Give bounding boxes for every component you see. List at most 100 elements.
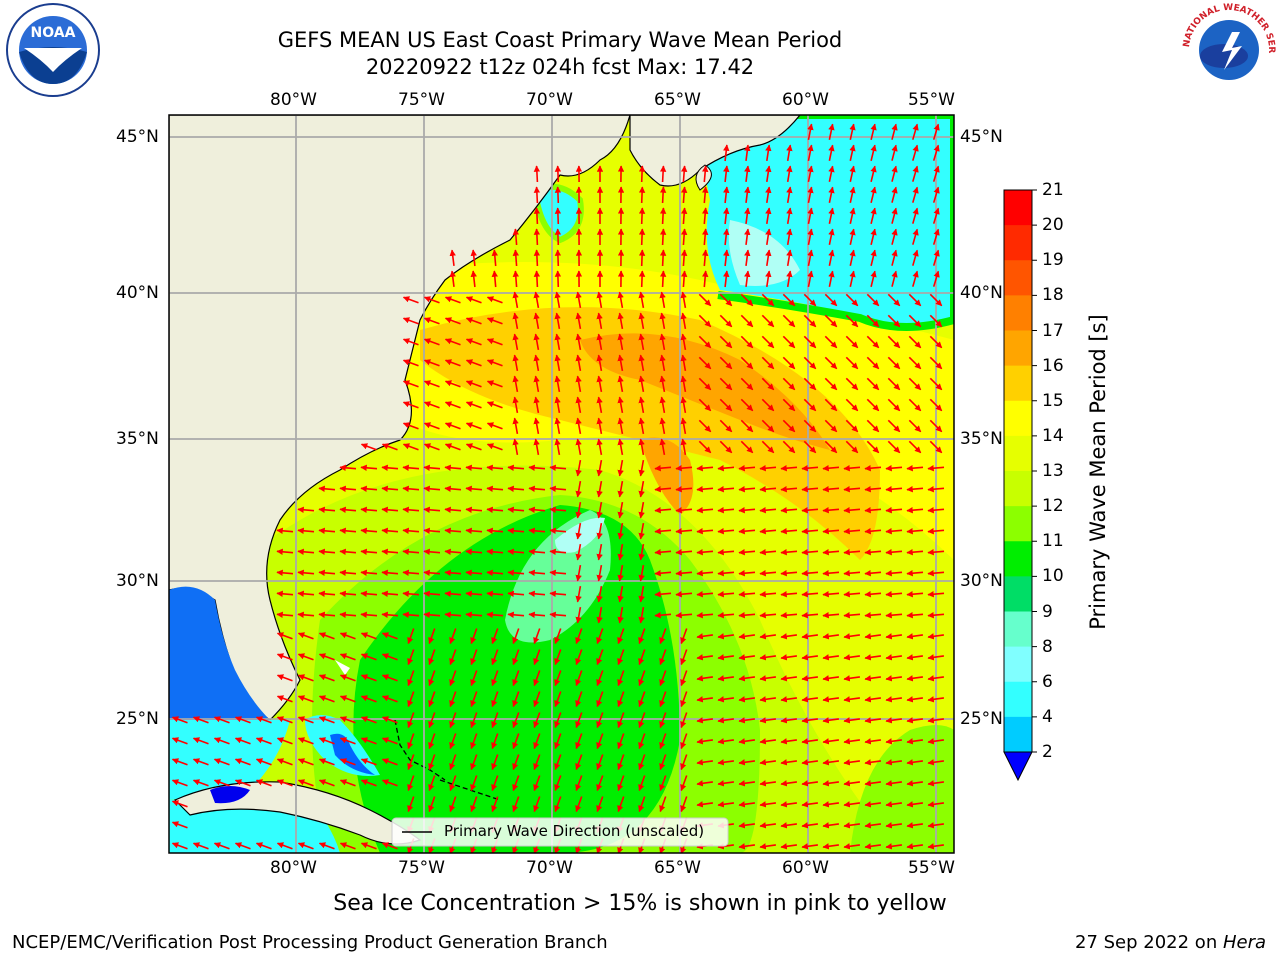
wave-arrow [822, 843, 840, 850]
wave-arrow [318, 590, 336, 597]
wave-arrow [512, 796, 520, 813]
period-zone-15-16 [420, 307, 880, 560]
wave-arrow [381, 653, 398, 661]
wave-arrow [297, 842, 314, 850]
footer-date-text: 27 Sep 2022 on [1075, 932, 1223, 953]
wave-arrow [801, 675, 819, 682]
wave-arrow [696, 507, 714, 514]
wave-arrow [801, 507, 819, 514]
wave-arrow [908, 419, 922, 433]
wave-arrow [381, 842, 398, 850]
wave-arrow [717, 507, 735, 514]
wave-arrow [929, 398, 943, 412]
wave-arrow [719, 398, 733, 412]
wave-arrow [465, 296, 482, 304]
wave-arrow [717, 696, 735, 703]
wave-arrow [528, 611, 546, 618]
wave-arrow [360, 695, 377, 703]
wave-arrow [908, 440, 922, 454]
wave-arrow [906, 759, 924, 766]
wave-arrow [780, 696, 798, 703]
map-frame [168, 114, 955, 854]
wave-arrow [908, 356, 922, 370]
wave-arrow [276, 527, 294, 534]
wave-arrow [444, 611, 462, 618]
wave-arrow [617, 375, 624, 393]
wave-arrow [891, 249, 898, 266]
wave-arrow [740, 356, 754, 370]
wave-arrow [680, 691, 688, 708]
wave-arrow [843, 717, 861, 724]
wave-arrow [675, 591, 693, 598]
wave-arrow [533, 733, 541, 750]
wave-arrow [192, 716, 209, 724]
colorbar-label: Primary Wave Mean Period [s] [1086, 314, 1110, 630]
wave-arrow [171, 800, 188, 808]
wave-arrow [213, 737, 230, 745]
wave-arrow [717, 654, 735, 661]
wave-arrow [828, 144, 835, 161]
wave-arrow [891, 207, 898, 224]
wave-arrow [786, 165, 793, 183]
wave-arrow [744, 249, 751, 267]
wave-arrow [596, 522, 603, 540]
wave-arrow [864, 633, 882, 640]
wave-arrow [723, 207, 730, 225]
wave-arrow [702, 249, 709, 267]
wave-arrow [276, 569, 294, 576]
wave-arrow [638, 291, 645, 309]
wave-arrow [318, 611, 336, 618]
wave-arrow [927, 717, 945, 724]
lat-tick-left-25n: 25°N [116, 709, 159, 729]
wave-arrow [192, 758, 209, 766]
wave-arrow [449, 733, 457, 750]
wave-arrow [554, 186, 562, 204]
wave-arrow [702, 165, 709, 183]
wave-arrow [912, 207, 919, 224]
wave-arrow [554, 291, 561, 309]
wave-arrow [932, 270, 940, 287]
wave-arrow [759, 633, 777, 640]
wave-arrow [696, 465, 714, 472]
wave-arrow [507, 485, 525, 492]
wave-arrow [906, 591, 924, 598]
wave-arrow [675, 612, 693, 619]
wave-arrow [675, 549, 693, 556]
wave-arrow [381, 548, 399, 555]
wave-arrow [423, 527, 441, 534]
wave-arrow [719, 293, 733, 307]
wave-arrow [339, 737, 356, 745]
wave-arrow [780, 843, 798, 850]
wave-arrow [402, 443, 419, 451]
wave-arrow [297, 506, 315, 513]
wave-arrow [465, 527, 483, 534]
wave-arrow [423, 590, 441, 597]
wave-arrow [780, 570, 798, 577]
wave-arrow [654, 570, 672, 577]
wave-arrow [512, 270, 520, 288]
wave-arrow [738, 738, 756, 745]
wave-arrow [887, 377, 901, 391]
wave-arrow [864, 486, 882, 493]
wave-arrow [680, 375, 687, 393]
colorbar-tick-label: 11 [1042, 531, 1064, 552]
wave-arrow [738, 822, 756, 829]
wave-arrow [381, 716, 398, 724]
wave-arrow [638, 375, 645, 393]
wave-arrow [801, 738, 819, 745]
wave-arrow [845, 419, 859, 433]
wave-arrow [428, 754, 436, 771]
wave-arrow [717, 759, 735, 766]
wave-arrow [486, 506, 504, 513]
wave-arrow [659, 670, 667, 687]
wave-arrow [680, 228, 688, 246]
wave-arrow [822, 654, 840, 661]
wave-arrow [870, 123, 877, 140]
wave-arrow [659, 228, 667, 246]
wave-arrow [512, 733, 520, 750]
wave-arrow [596, 606, 603, 624]
wave-arrow [801, 486, 819, 493]
wave-arrow [866, 335, 880, 349]
wave-arrow [449, 712, 457, 729]
